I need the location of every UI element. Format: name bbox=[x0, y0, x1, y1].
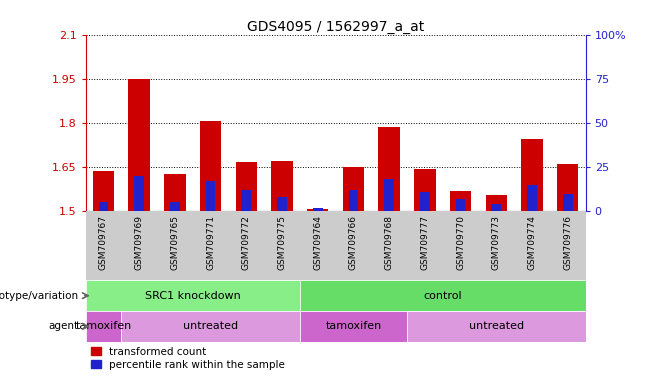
Bar bbox=[313, 208, 322, 211]
Bar bbox=[407, 311, 586, 342]
Bar bbox=[170, 202, 180, 211]
Legend: transformed count, percentile rank within the sample: transformed count, percentile rank withi… bbox=[91, 347, 286, 370]
Text: GSM709777: GSM709777 bbox=[420, 215, 430, 270]
Bar bbox=[486, 195, 507, 211]
Bar bbox=[384, 179, 394, 211]
Text: genotype/variation: genotype/variation bbox=[0, 291, 79, 301]
Bar bbox=[521, 139, 543, 211]
Bar bbox=[200, 121, 221, 211]
Bar bbox=[527, 185, 537, 211]
Bar bbox=[86, 280, 300, 311]
Text: GSM709765: GSM709765 bbox=[170, 215, 180, 270]
Bar bbox=[241, 190, 251, 211]
Bar bbox=[349, 190, 358, 211]
Bar bbox=[121, 311, 300, 342]
Bar bbox=[236, 162, 257, 211]
Bar bbox=[563, 194, 572, 211]
Text: untreated: untreated bbox=[183, 321, 238, 331]
Text: control: control bbox=[424, 291, 462, 301]
Bar bbox=[86, 311, 121, 342]
Title: GDS4095 / 1562997_a_at: GDS4095 / 1562997_a_at bbox=[247, 20, 424, 33]
Bar bbox=[307, 209, 328, 211]
Text: untreated: untreated bbox=[468, 321, 524, 331]
Bar bbox=[450, 190, 471, 211]
Text: agent: agent bbox=[49, 321, 79, 331]
Bar bbox=[99, 202, 108, 211]
Bar bbox=[206, 181, 215, 211]
Bar bbox=[420, 192, 430, 211]
Text: GSM709772: GSM709772 bbox=[241, 215, 251, 270]
Bar bbox=[557, 164, 578, 211]
Text: tamoxifen: tamoxifen bbox=[75, 321, 132, 331]
Bar bbox=[277, 197, 287, 211]
Text: GSM709770: GSM709770 bbox=[456, 215, 465, 270]
Text: SRC1 knockdown: SRC1 knockdown bbox=[145, 291, 241, 301]
Bar bbox=[300, 280, 586, 311]
Text: GSM709771: GSM709771 bbox=[206, 215, 215, 270]
Text: GSM709764: GSM709764 bbox=[313, 215, 322, 270]
Text: GSM709774: GSM709774 bbox=[528, 215, 536, 270]
Text: tamoxifen: tamoxifen bbox=[325, 321, 382, 331]
Bar bbox=[128, 79, 150, 211]
Bar bbox=[378, 127, 400, 211]
Bar bbox=[134, 176, 144, 211]
Bar bbox=[414, 169, 436, 211]
Bar bbox=[164, 174, 186, 211]
Bar bbox=[93, 172, 114, 211]
Bar bbox=[492, 204, 501, 211]
Bar bbox=[300, 311, 407, 342]
Text: GSM709773: GSM709773 bbox=[492, 215, 501, 270]
Text: GSM709766: GSM709766 bbox=[349, 215, 358, 270]
Text: GSM709768: GSM709768 bbox=[385, 215, 393, 270]
Bar bbox=[271, 161, 293, 211]
Text: GSM709769: GSM709769 bbox=[135, 215, 143, 270]
Text: GSM709775: GSM709775 bbox=[278, 215, 286, 270]
Bar bbox=[343, 167, 364, 211]
Text: GSM709767: GSM709767 bbox=[99, 215, 108, 270]
Text: GSM709776: GSM709776 bbox=[563, 215, 572, 270]
Bar bbox=[456, 199, 465, 211]
